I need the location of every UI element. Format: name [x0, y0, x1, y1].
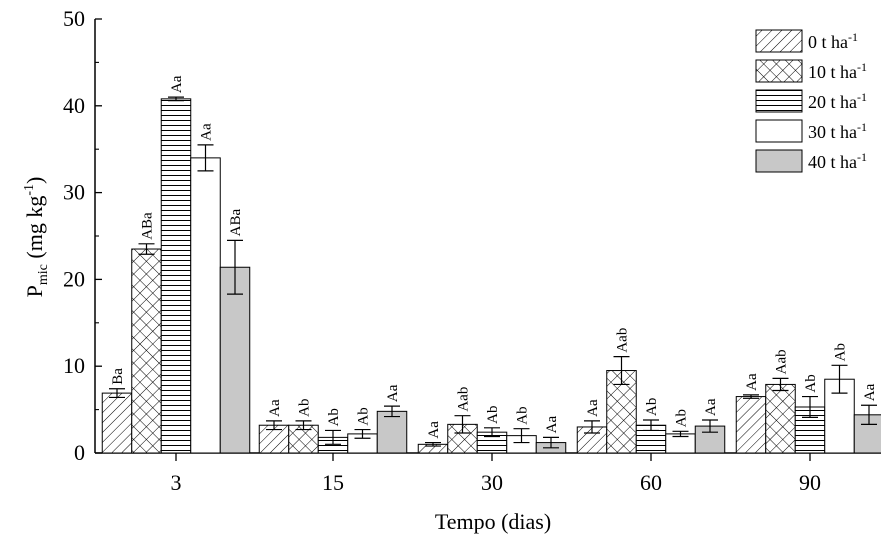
bar	[101, 392, 133, 454]
error-bar	[227, 239, 243, 295]
significance-label: Ab	[297, 399, 313, 417]
error-bar	[772, 377, 789, 392]
bar	[160, 98, 192, 454]
significance-label: ABa	[228, 209, 244, 237]
x-tick-label: 3	[171, 470, 182, 495]
significance-label: Aa	[585, 399, 601, 417]
error-bar	[168, 96, 184, 102]
significance-label: Aa	[862, 383, 878, 401]
x-axis-title: Tempo (dias)	[435, 509, 551, 534]
y-tick-label: 50	[63, 6, 85, 31]
legend-swatch	[755, 89, 803, 113]
significance-label: Ab	[674, 409, 690, 427]
bar	[376, 410, 408, 454]
significance-label: Aa	[385, 384, 401, 402]
significance-label: Aab	[774, 349, 790, 374]
significance-label: Aab	[456, 387, 472, 412]
legend-swatch	[755, 29, 803, 53]
significance-label: Aa	[426, 421, 442, 439]
y-tick-label: 40	[63, 93, 85, 118]
significance-label: Ab	[803, 374, 819, 392]
bar	[765, 383, 796, 454]
y-axis-title: Pmic (mg kg-1)	[22, 177, 51, 298]
error-bar	[613, 356, 630, 386]
significance-label: Aab	[615, 328, 631, 353]
bars: Ba ABa Aa Aa ABa Aa Ab Ab Ab Aa Aa Aab Ab Ab Aa Aa Aab Ab…	[101, 75, 881, 454]
significance-label: Aa	[199, 123, 215, 141]
error-bar	[643, 419, 659, 432]
y-tick-label: 20	[63, 266, 85, 291]
bar	[219, 266, 251, 454]
legend-label: 40 t ha-1	[808, 150, 867, 172]
significance-label: Aa	[703, 398, 719, 416]
error-bar	[266, 420, 282, 431]
x-tick-label: 15	[322, 470, 344, 495]
legend-swatch	[755, 119, 803, 143]
error-bar	[454, 415, 471, 434]
error-bar	[138, 243, 155, 255]
error-bar	[354, 428, 371, 439]
bar	[190, 157, 221, 454]
error-bar	[802, 395, 818, 419]
x-tick-label: 60	[640, 470, 662, 495]
bar	[131, 248, 162, 454]
error-bar	[584, 420, 600, 434]
error-bar	[295, 420, 312, 431]
error-bar	[484, 427, 500, 438]
y-tick-label: 30	[63, 180, 85, 205]
significance-label: Aa	[169, 75, 185, 93]
error-bar	[831, 364, 848, 394]
legend: 0 t ha-1 10 t ha-1 20 t ha-1 30 t ha-1 40 t …	[755, 29, 867, 173]
legend-swatch	[755, 149, 803, 173]
significance-label: Ab	[326, 408, 342, 426]
bar	[853, 414, 881, 454]
error-bar	[513, 428, 530, 444]
error-bar	[702, 419, 718, 433]
significance-label: Aa	[744, 373, 760, 391]
significance-label: Ab	[485, 405, 501, 423]
bar	[735, 396, 767, 454]
error-bar	[743, 394, 759, 399]
significance-label: ABa	[140, 212, 156, 240]
y-tick-label: 10	[63, 353, 85, 378]
error-bar	[425, 441, 441, 447]
error-bar	[197, 144, 214, 172]
legend-label: 0 t ha-1	[808, 30, 858, 52]
significance-label: Ab	[515, 406, 531, 424]
error-bar	[861, 404, 877, 425]
error-bar	[543, 436, 559, 449]
error-bar	[325, 429, 341, 445]
significance-label: Aa	[544, 416, 560, 434]
error-bar	[109, 388, 125, 399]
legend-label: 30 t ha-1	[808, 120, 867, 142]
legend-label: 20 t ha-1	[808, 90, 867, 112]
error-bar	[672, 430, 689, 438]
significance-label: Ab	[356, 407, 372, 425]
x-tick-label: 90	[799, 470, 821, 495]
y-tick-label: 0	[74, 440, 85, 465]
significance-label: Ba	[110, 368, 126, 385]
x-tick-label: 30	[481, 470, 503, 495]
significance-label: Ab	[833, 343, 849, 361]
legend-swatch	[755, 59, 803, 83]
error-bar	[384, 405, 400, 418]
legend-label: 10 t ha-1	[808, 60, 867, 82]
significance-label: Aa	[267, 399, 283, 417]
significance-label: Ab	[644, 398, 660, 416]
